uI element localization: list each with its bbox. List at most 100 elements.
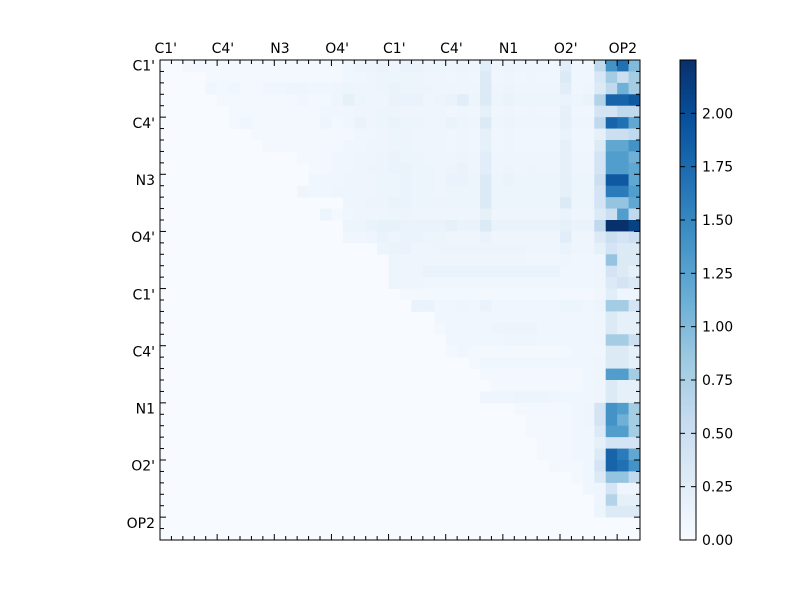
heatmap-cell (560, 414, 572, 427)
heatmap-cell (514, 380, 527, 392)
y-tick-labels: C1' C4' N3 O4' C1' C4' N1 O2' OP2 (127, 59, 155, 532)
heatmap-cell (582, 60, 595, 72)
heatmap-cell (445, 151, 458, 164)
heatmap-cell (628, 471, 641, 484)
heatmap-cell (628, 494, 641, 507)
heatmap-cell (491, 82, 504, 95)
heatmap-cell (445, 128, 458, 141)
heatmap-cell (548, 162, 561, 175)
heatmap-cell (548, 402, 561, 415)
heatmap-cell (308, 117, 321, 129)
heatmap-cell (411, 105, 424, 118)
heatmap-cell (365, 151, 378, 164)
heatmap-cell (331, 208, 344, 221)
heatmap-cell (480, 265, 492, 278)
heatmap-cell (525, 220, 538, 232)
heatmap-cell (502, 82, 515, 95)
heatmap-cell (502, 357, 515, 369)
heatmap-cell (514, 60, 527, 72)
heatmap-cell (480, 128, 492, 141)
heatmap-cell (320, 140, 332, 152)
heatmap-cell (617, 402, 629, 415)
heatmap-cell (514, 128, 527, 141)
heatmap-cell (457, 334, 469, 347)
heatmap-cell (514, 140, 527, 152)
heatmap-cell (400, 288, 412, 301)
heatmap-cell (582, 220, 595, 232)
heatmap-cell (605, 277, 618, 289)
heatmap-cell (617, 368, 629, 381)
heatmap-cell (400, 94, 412, 107)
heatmap-cell (571, 425, 584, 438)
heatmap-cell (331, 128, 344, 141)
heatmap-cell (514, 208, 527, 221)
heatmap-cell (548, 357, 561, 369)
heatmap-cell (525, 425, 538, 438)
heatmap-cell (548, 334, 561, 347)
heatmap-cell (548, 105, 561, 118)
heatmap-cell (628, 402, 641, 415)
heatmap-cell (582, 471, 595, 484)
heatmap-cell (411, 117, 424, 129)
heatmap-cell (480, 220, 492, 232)
heatmap-cell (320, 185, 332, 198)
heatmap-cell (594, 208, 607, 221)
heatmap-cell (274, 128, 287, 141)
heatmap-cell (514, 94, 527, 107)
heatmap-cell (445, 82, 458, 95)
heatmap-cell (491, 94, 504, 107)
heatmap-cell (251, 105, 264, 118)
heatmap-cell (582, 82, 595, 95)
heatmap-cell (354, 162, 367, 175)
heatmap-cell (525, 254, 538, 267)
heatmap-cell (365, 208, 378, 221)
heatmap-cell (537, 380, 549, 392)
heatmap-cell (560, 82, 572, 95)
heatmap-cell (377, 105, 389, 118)
heatmap-cell (548, 231, 561, 244)
heatmap-cell (537, 82, 549, 95)
heatmap-cell (582, 311, 595, 324)
heatmap-cell (628, 265, 641, 278)
heatmap-cell (560, 197, 572, 209)
heatmap-cell (605, 140, 618, 152)
heatmap-cell (560, 311, 572, 324)
heatmap-cell (228, 105, 241, 118)
heatmap-cell (354, 220, 367, 232)
heatmap-cell (571, 105, 584, 118)
heatmap-cell (445, 185, 458, 198)
x-tick-label: C4' (440, 41, 463, 57)
heatmap-cell (377, 208, 389, 221)
heatmap-cell (605, 60, 618, 72)
heatmap-cell (514, 105, 527, 118)
heatmap-cell (377, 60, 389, 72)
heatmap-cell (525, 357, 538, 369)
heatmap-cell (388, 105, 401, 118)
heatmap-cell (457, 162, 469, 175)
heatmap-cell (537, 300, 549, 312)
heatmap-cell (502, 334, 515, 347)
heatmap-cell (457, 128, 469, 141)
heatmap-cell (605, 391, 618, 404)
heatmap-cell (400, 128, 412, 141)
heatmap-cell (274, 82, 287, 95)
heatmap-cell (560, 460, 572, 472)
heatmap-cell (445, 334, 458, 347)
heatmap-cell (422, 185, 435, 198)
heatmap-cell (560, 242, 572, 255)
heatmap-cell (537, 231, 549, 244)
heatmap-cell (388, 231, 401, 244)
heatmap-cell (582, 357, 595, 369)
heatmap-cell (560, 151, 572, 164)
heatmap-cell (525, 322, 538, 335)
heatmap-cell (537, 345, 549, 358)
heatmap-cell (422, 254, 435, 267)
heatmap-cell (571, 220, 584, 232)
heatmap-cell (457, 300, 469, 312)
heatmap-cell (560, 368, 572, 381)
heatmap-cell (571, 334, 584, 347)
x-tick-label: N3 (270, 41, 289, 57)
heatmap-cell (582, 94, 595, 107)
heatmap-cell (434, 311, 447, 324)
heatmap-cell (502, 231, 515, 244)
